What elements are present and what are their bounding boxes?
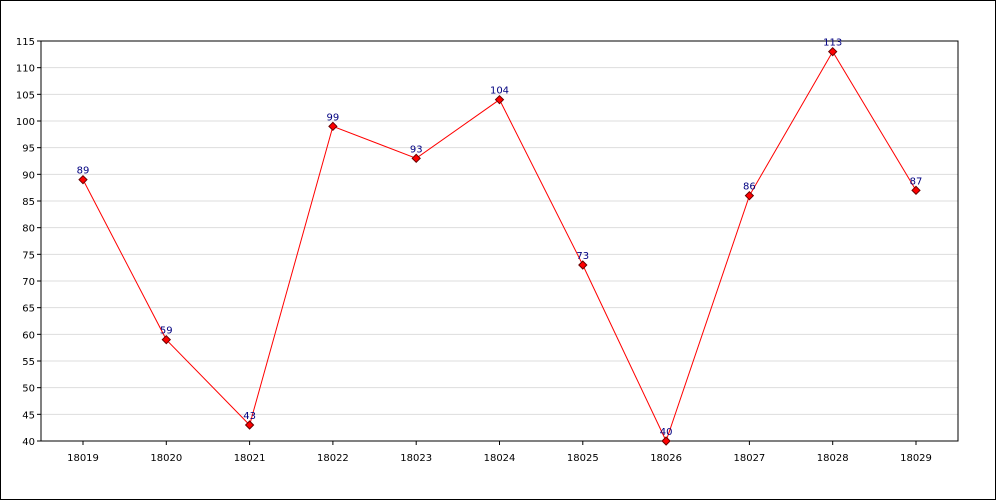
x-tick-label: 18024 (484, 453, 516, 464)
y-tick-label: 110 (16, 64, 35, 75)
y-tick-label: 55 (22, 357, 35, 368)
data-point (411, 153, 421, 164)
y-tick-label: 100 (16, 117, 35, 128)
data-label: 87 (910, 176, 923, 187)
grid-lines (41, 67, 958, 415)
data-point (661, 436, 671, 446)
data-point (494, 94, 505, 105)
data-label: 40 (660, 427, 673, 438)
data-point (244, 420, 255, 430)
x-tick-label: 18023 (400, 453, 432, 464)
x-tick-label: 18027 (733, 453, 765, 464)
x-tick-label: 18021 (234, 453, 266, 464)
y-tick-label: 85 (22, 197, 35, 208)
data-label: 86 (743, 182, 756, 193)
x-tick-label: 18028 (817, 453, 849, 464)
data-point (161, 334, 172, 345)
y-tick-label: 45 (22, 410, 35, 421)
series-line (82, 50, 917, 443)
data-point (578, 260, 588, 270)
y-tick-label: 95 (22, 144, 35, 155)
data-label: 99 (327, 112, 340, 123)
data-point (328, 121, 338, 132)
series-group: 89 59 43 99 93 104 73 40 86 113 87 (77, 38, 923, 446)
y-tick-label: 65 (22, 304, 35, 315)
data-label: 73 (576, 251, 589, 262)
x-tick-label: 18019 (67, 453, 99, 464)
data-label: 104 (490, 86, 509, 97)
x-axis: 18019 18020 18021 18022 18023 18024 18025 18026… (67, 441, 932, 464)
data-point (827, 46, 838, 57)
data-point (911, 185, 921, 196)
x-tick-label: 18022 (317, 453, 349, 464)
y-tick-label: 75 (22, 250, 35, 261)
x-tick-label: 18029 (900, 453, 932, 464)
data-label: 59 (160, 326, 173, 337)
y-tick-label: 60 (22, 330, 35, 341)
y-tick-label: 80 (22, 224, 35, 235)
data-label: 43 (243, 411, 256, 422)
y-axis: 40 45 50 55 60 65 70 75 80 85 90 95 100 105 110 115 (16, 37, 41, 448)
x-tick-label: 18026 (650, 453, 682, 464)
y-tick-label: 70 (22, 277, 35, 288)
x-tick-label: 18025 (567, 453, 599, 464)
y-tick-label: 105 (16, 90, 35, 101)
y-tick-label: 40 (22, 437, 35, 448)
data-point (744, 190, 755, 201)
y-tick-label: 115 (16, 37, 35, 48)
y-tick-label: 90 (22, 170, 35, 181)
data-label: 113 (823, 38, 842, 49)
y-tick-label: 50 (22, 384, 35, 395)
data-point (78, 174, 88, 185)
data-label: 89 (77, 166, 90, 177)
data-label: 93 (410, 144, 423, 155)
x-tick-label: 18020 (150, 453, 182, 464)
